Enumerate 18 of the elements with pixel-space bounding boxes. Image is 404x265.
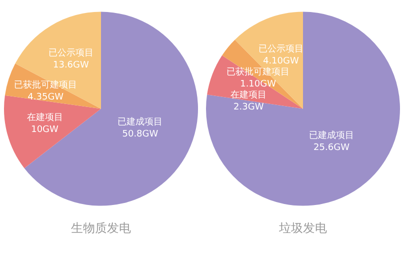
slice-label: 已建成项目 [309, 130, 354, 142]
data-label: 10GW [31, 125, 59, 136]
slice-label: 已获批可建项目 [14, 79, 78, 90]
data-label: 1.10GW [240, 79, 276, 90]
slice-label: 已公示项目 [48, 47, 94, 58]
data-label: 50.8GW [122, 129, 158, 140]
slice-label: 已公示项目 [258, 43, 304, 54]
slice-label: 已建成项目 [118, 116, 163, 128]
data-label: 4.10GW [262, 56, 299, 66]
text: 生物质发电 [71, 220, 131, 235]
slice-label: 在建项目 [26, 112, 63, 124]
data-label: 4.35GW [28, 92, 64, 102]
slice-label: 已获批可建项目 [226, 66, 290, 78]
slice-label: 在建项目 [230, 89, 267, 100]
data-label: 25.6GW [314, 143, 350, 154]
data-label: 13.6GW [52, 60, 89, 70]
data-label: 2.3GW [234, 102, 264, 112]
text: 垃圾发电 [278, 220, 327, 235]
